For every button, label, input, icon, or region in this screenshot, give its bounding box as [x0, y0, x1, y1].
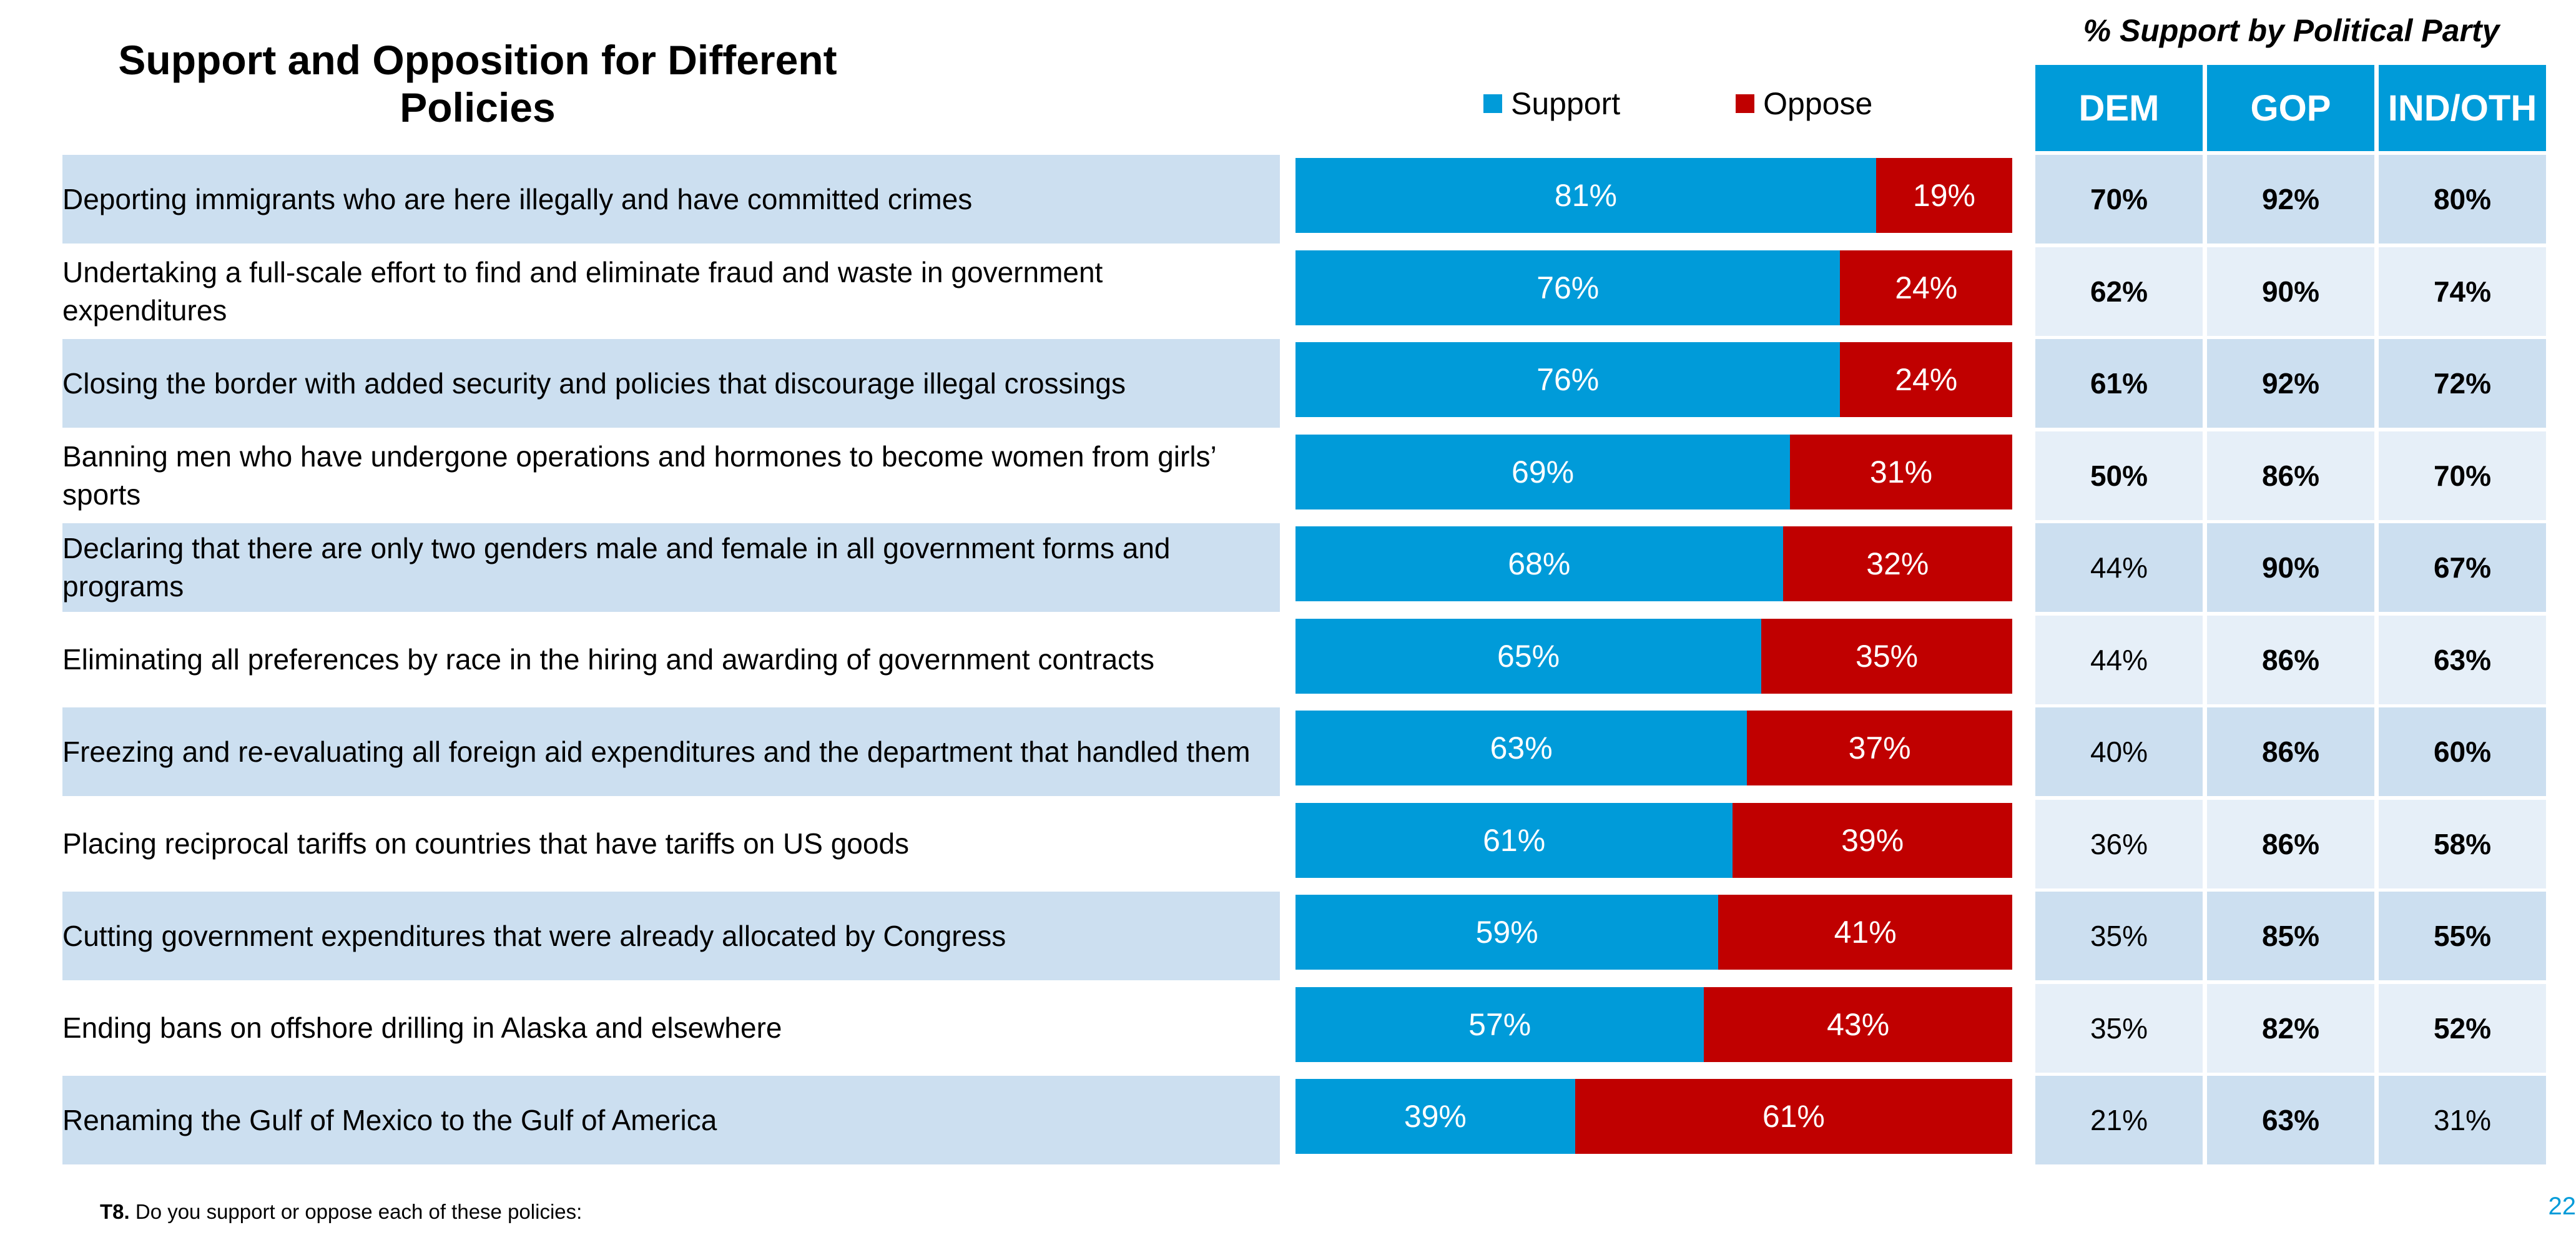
bar-oppose: 61%	[1575, 1079, 2012, 1154]
party-cell: 35%	[2035, 892, 2203, 980]
legend-item-support: Support	[1483, 86, 1620, 122]
party-cell: 62%	[2035, 247, 2203, 336]
party-cell: 36%	[2035, 799, 2203, 888]
party-cell: 40%	[2035, 707, 2203, 796]
party-cell: 86%	[2207, 615, 2374, 704]
party-cell: 74%	[2379, 247, 2546, 336]
bar-support: 39%	[1295, 1079, 1575, 1154]
party-cell: 86%	[2207, 707, 2374, 796]
footnote: T8. Do you support or oppose each of the…	[100, 1200, 582, 1224]
policy-label: Closing the border with added security a…	[62, 367, 1126, 400]
policy-label: Deporting immigrants who are here illega…	[62, 182, 973, 215]
party-cell: 70%	[2379, 431, 2546, 520]
row-band	[62, 892, 1280, 980]
bar-oppose: 43%	[1704, 987, 2012, 1062]
legend-label-oppose: Oppose	[1763, 86, 1873, 121]
party-cell: 63%	[2207, 1076, 2374, 1164]
bar-support: 68%	[1295, 526, 1783, 601]
bar-oppose: 32%	[1782, 526, 2012, 601]
party-col-header: DEM	[2035, 65, 2203, 151]
bar-oppose: 37%	[1747, 711, 2012, 785]
policy-label: Renaming the Gulf of Mexico to the Gulf …	[62, 1103, 717, 1136]
policy-label: Declaring that there are only two gender…	[62, 532, 1171, 603]
party-cell: 72%	[2379, 339, 2546, 428]
party-cell: 70%	[2035, 155, 2203, 244]
footnote-tag: T8.	[100, 1200, 130, 1223]
policy-label: Eliminating all preferences by race in t…	[62, 643, 1154, 676]
policy-label: Freezing and re-evaluating all foreign a…	[62, 735, 1251, 768]
party-cell: 55%	[2379, 892, 2546, 980]
legend-item-oppose: Oppose	[1736, 86, 1872, 122]
party-cell: 63%	[2379, 615, 2546, 704]
party-col-header: GOP	[2207, 65, 2374, 151]
bar-support: 81%	[1295, 158, 1876, 233]
party-cell: 61%	[2035, 339, 2203, 428]
party-col-header: IND/OTH	[2379, 65, 2546, 151]
bar-support: 76%	[1295, 342, 1841, 417]
bar-oppose: 31%	[1790, 434, 2012, 509]
row-band	[62, 523, 1280, 612]
bar-oppose: 24%	[1840, 250, 2012, 325]
bar-support: 59%	[1295, 895, 1719, 970]
bar-oppose: 24%	[1840, 342, 2012, 417]
party-cell: 82%	[2207, 983, 2374, 1073]
policy-label: Cutting government expenditures that wer…	[62, 919, 1006, 952]
bar-support: 63%	[1295, 711, 1748, 785]
row-band	[62, 339, 1280, 428]
party-cell: 31%	[2379, 1076, 2546, 1164]
row-band	[62, 155, 1280, 244]
party-cell: 44%	[2035, 615, 2203, 704]
policy-label: Undertaking a full-scale effort to find …	[62, 255, 1103, 327]
row-band	[62, 707, 1280, 796]
party-cell: 60%	[2379, 707, 2546, 796]
party-cell: 90%	[2207, 523, 2374, 612]
bar-oppose: 35%	[1761, 618, 2012, 694]
party-cell: 90%	[2207, 247, 2374, 336]
party-cell: 92%	[2207, 339, 2374, 428]
bar-support: 69%	[1295, 434, 1791, 509]
legend-swatch-support	[1483, 94, 1502, 113]
party-table-header: % Support by Political Party	[2083, 13, 2500, 48]
legend-swatch-oppose	[1736, 94, 1755, 113]
policy-label: Banning men who have undergone operation…	[62, 440, 1216, 511]
row-band	[62, 1076, 1280, 1164]
party-cell: 86%	[2207, 431, 2374, 520]
party-cell: 86%	[2207, 799, 2374, 888]
party-cell: 92%	[2207, 155, 2374, 244]
bar-oppose: 39%	[1733, 802, 2012, 878]
party-cell: 44%	[2035, 523, 2203, 612]
policy-label: Ending bans on offshore drilling in Alas…	[62, 1011, 782, 1045]
footnote-text: Do you support or oppose each of these p…	[129, 1200, 583, 1223]
policy-label: Placing reciprocal tariffs on countries …	[62, 827, 910, 860]
party-cell: 67%	[2379, 523, 2546, 612]
party-cell: 85%	[2207, 892, 2374, 980]
bar-oppose: 41%	[1718, 895, 2012, 970]
bar-oppose: 19%	[1875, 158, 2012, 233]
party-cell: 58%	[2379, 799, 2546, 888]
chart-title: Support and Opposition for Different Pol…	[118, 37, 837, 130]
party-cell: 21%	[2035, 1076, 2203, 1164]
legend-label-support: Support	[1511, 86, 1621, 121]
bar-support: 57%	[1295, 987, 1704, 1062]
legend: Support Oppose	[1483, 85, 1988, 122]
party-cell: 50%	[2035, 431, 2203, 520]
page-number: 22	[2548, 1193, 2576, 1220]
bar-support: 76%	[1295, 250, 1841, 325]
bar-support: 61%	[1295, 802, 1733, 878]
party-cell: 35%	[2035, 983, 2203, 1073]
bar-support: 65%	[1295, 618, 1762, 694]
party-cell: 52%	[2379, 983, 2546, 1073]
party-cell: 80%	[2379, 155, 2546, 244]
